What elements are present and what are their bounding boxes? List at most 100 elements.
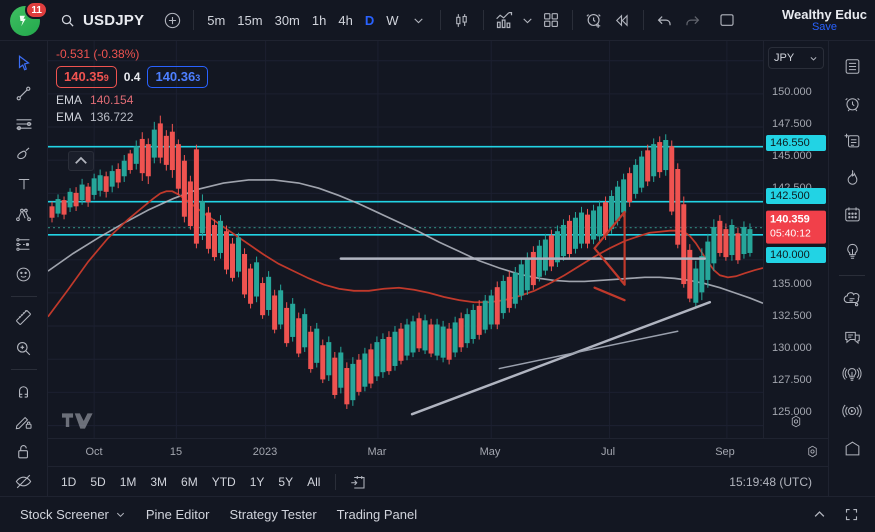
range-ytd[interactable]: YTD bbox=[211, 474, 236, 489]
timeframe-5m[interactable]: 5m bbox=[207, 12, 226, 28]
panel-collapse-button[interactable] bbox=[805, 501, 833, 529]
cursor-arrow-icon bbox=[18, 55, 30, 71]
emoji-tool[interactable] bbox=[7, 261, 41, 289]
timeframe-w[interactable]: W bbox=[386, 12, 399, 28]
time-scale-settings-button[interactable] bbox=[805, 444, 820, 464]
price-scale-settings-button[interactable] bbox=[789, 414, 804, 434]
lock-drawings-tool[interactable] bbox=[7, 437, 41, 465]
watchlist-panel-button[interactable] bbox=[835, 49, 869, 83]
stay-in-draw-mode-tool[interactable] bbox=[7, 407, 41, 435]
range-3m[interactable]: 3M bbox=[150, 474, 168, 489]
time-tick: Sep bbox=[715, 446, 735, 458]
time-scale[interactable]: Oct 15 2023 Mar May Jul Sep bbox=[48, 438, 828, 466]
timeframe-1h[interactable]: 1h bbox=[311, 12, 327, 28]
indicators-button[interactable] bbox=[491, 6, 519, 34]
channel-drawing bbox=[593, 210, 626, 286]
price-level-label[interactable]: 140.000 bbox=[766, 247, 826, 263]
gear-icon bbox=[808, 445, 817, 458]
range-5y[interactable]: 5Y bbox=[278, 474, 294, 489]
bar-replay-button[interactable] bbox=[608, 6, 636, 34]
symbol-search[interactable]: USDJPY bbox=[60, 12, 144, 29]
my-ideas-panel-button[interactable] bbox=[835, 283, 869, 317]
prediction-tool[interactable] bbox=[7, 230, 41, 258]
time-tick: Mar bbox=[367, 446, 387, 458]
indicators-more-button[interactable] bbox=[519, 6, 537, 34]
tab-pine-editor[interactable]: Pine Editor bbox=[145, 507, 210, 522]
toolbar-separator bbox=[10, 295, 37, 297]
currency-selector[interactable]: JPY bbox=[768, 47, 824, 69]
hotlist-panel-button[interactable] bbox=[835, 160, 869, 194]
tab-stock-screener[interactable]: Stock Screener bbox=[10, 502, 136, 527]
objects-tree-panel-button[interactable] bbox=[835, 431, 869, 465]
user-avatar[interactable]: 11 bbox=[10, 1, 48, 38]
range-1d[interactable]: 1D bbox=[61, 474, 77, 489]
legend-collapse-button[interactable] bbox=[68, 151, 94, 171]
range-5d[interactable]: 5D bbox=[90, 474, 106, 489]
timeframe-d[interactable]: D bbox=[364, 12, 375, 28]
flame-icon bbox=[847, 169, 857, 185]
tab-trading-panel[interactable]: Trading Panel bbox=[336, 507, 418, 522]
workspace-block[interactable]: Wealthy Educ Save bbox=[782, 7, 869, 33]
range-1m[interactable]: 1M bbox=[119, 474, 137, 489]
chat-panel-button[interactable] bbox=[835, 320, 869, 354]
workspace-body: -0.531 (-0.38%) 140.35 9 0.4 140.36 3 EMA 1… bbox=[0, 41, 875, 496]
tab-strategy-tester[interactable]: Strategy Tester bbox=[229, 507, 317, 522]
measure-tool[interactable] bbox=[7, 304, 41, 332]
maximize-icon bbox=[845, 508, 857, 521]
goto-date-button[interactable] bbox=[344, 468, 372, 496]
timeframe-15m[interactable]: 15m bbox=[237, 12, 263, 28]
price-tick: 132.500 bbox=[772, 310, 812, 322]
text-tool[interactable] bbox=[7, 170, 41, 198]
smiley-face-icon bbox=[16, 267, 31, 282]
range-6m[interactable]: 6M bbox=[181, 474, 198, 489]
pencil-lock-icon bbox=[15, 416, 32, 430]
plus-circle-icon bbox=[164, 12, 180, 28]
notification-badge[interactable]: 11 bbox=[25, 1, 48, 19]
patterns-tool[interactable] bbox=[7, 200, 41, 228]
chevron-up-icon bbox=[814, 511, 824, 517]
range-all[interactable]: All bbox=[307, 474, 321, 489]
timeframe-more-button[interactable] bbox=[405, 6, 433, 34]
time-tick: Oct bbox=[85, 446, 103, 458]
last-price-label[interactable]: 140.359 05:40:12 bbox=[766, 210, 826, 244]
user-drawings[interactable] bbox=[339, 210, 712, 416]
price-level-label[interactable]: 142.500 bbox=[766, 188, 826, 204]
calendar-panel-button[interactable] bbox=[835, 197, 869, 231]
price-scale[interactable]: JPY 152.500 150.000 147.500 145.000 142.… bbox=[763, 41, 828, 438]
ideas-panel-button[interactable] bbox=[835, 234, 869, 268]
session-clock: 15:19:48 (UTC) bbox=[729, 474, 812, 489]
timeframe-30m[interactable]: 30m bbox=[274, 12, 300, 28]
search-icon bbox=[61, 14, 74, 27]
trend-line-tool[interactable] bbox=[7, 79, 41, 107]
panel-maximize-button[interactable] bbox=[837, 501, 865, 529]
timeframe-4h[interactable]: 4h bbox=[338, 12, 353, 28]
bar-countdown: 05:40:12 bbox=[770, 227, 811, 240]
fullscreen-button[interactable] bbox=[713, 6, 741, 34]
undo-arrow-icon bbox=[657, 15, 671, 25]
range-1y[interactable]: 1Y bbox=[249, 474, 265, 489]
cursor-tool[interactable] bbox=[7, 49, 41, 77]
notifications-panel-button[interactable] bbox=[835, 357, 869, 391]
indicators-icon bbox=[496, 11, 513, 28]
undo-button[interactable] bbox=[651, 6, 679, 34]
chart-canvas[interactable]: -0.531 (-0.38%) 140.35 9 0.4 140.36 3 EMA 1… bbox=[48, 41, 763, 438]
zoom-in-tool[interactable] bbox=[7, 334, 41, 362]
data-window-panel-button[interactable] bbox=[835, 123, 869, 157]
add-symbol-button[interactable] bbox=[158, 6, 186, 34]
save-layout-button[interactable]: Save bbox=[811, 21, 838, 33]
chart-column: -0.531 (-0.38%) 140.35 9 0.4 140.36 3 EMA 1… bbox=[48, 41, 828, 496]
chart-type-button[interactable] bbox=[448, 6, 476, 34]
chart-svg bbox=[48, 41, 763, 438]
date-range-bar: 1D 5D 1M 3M 6M YTD 1Y 5Y All 15:19:48 (U… bbox=[48, 466, 828, 496]
hide-drawings-tool[interactable] bbox=[7, 468, 41, 496]
create-alert-button[interactable] bbox=[580, 6, 608, 34]
streams-panel-button[interactable] bbox=[835, 394, 869, 428]
alerts-panel-button[interactable] bbox=[835, 86, 869, 120]
alarm-clock-plus-icon bbox=[586, 14, 601, 28]
brush-tool[interactable] bbox=[7, 140, 41, 168]
horizontal-lines-tool[interactable] bbox=[7, 109, 41, 137]
price-level-label[interactable]: 146.550 bbox=[766, 135, 826, 151]
magnet-tool[interactable] bbox=[7, 377, 41, 405]
redo-button[interactable] bbox=[679, 6, 707, 34]
layout-button[interactable] bbox=[537, 6, 565, 34]
